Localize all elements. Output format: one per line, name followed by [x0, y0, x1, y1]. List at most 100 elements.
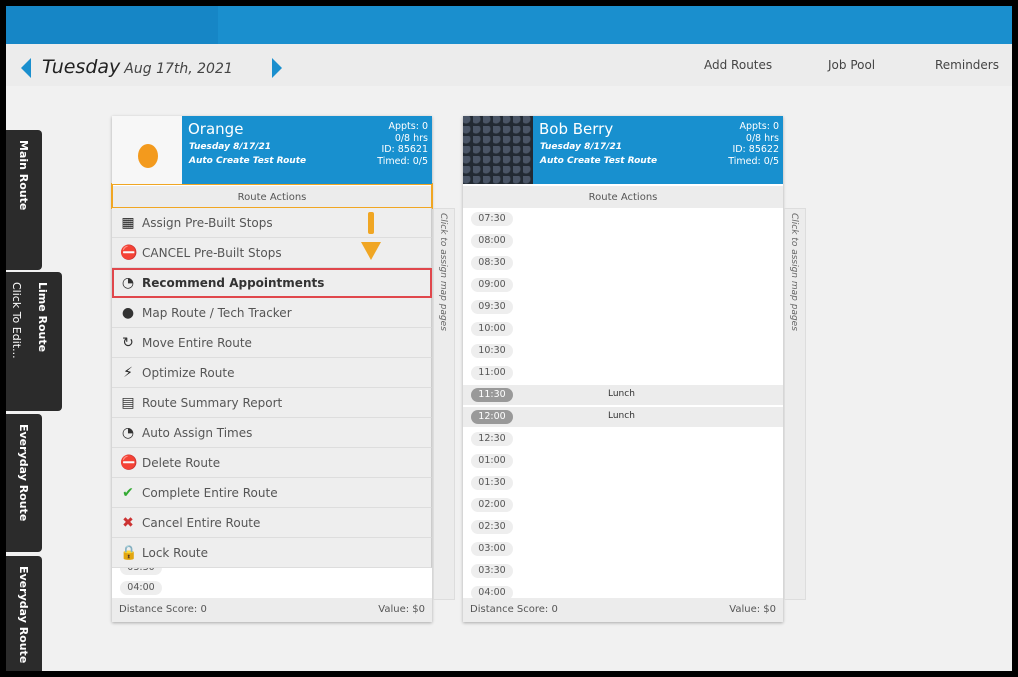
- menu-item-label: Complete Entire Route: [142, 486, 278, 500]
- tab-label: Main Route: [17, 140, 30, 211]
- menu-item-complete-entire-route[interactable]: ✔ Complete Entire Route: [112, 478, 432, 508]
- time-slot[interactable]: 12:00 Lunch: [463, 407, 783, 427]
- route-header[interactable]: Orange Tuesday 8/17/21 Auto Create Test …: [112, 116, 432, 184]
- tab-lime-route[interactable]: Lime Route Click To Edit...: [6, 272, 62, 411]
- x-icon: ✖: [122, 515, 134, 531]
- menu-item-label: Delete Route: [142, 456, 221, 470]
- previous-day-arrow-icon[interactable]: [21, 58, 31, 78]
- day-label: Tuesday: [42, 56, 121, 78]
- time-pill: 09:00: [471, 278, 513, 292]
- menu-item-label: CANCEL Pre-Built Stops: [142, 246, 282, 260]
- menu-item-label: Route Summary Report: [142, 396, 283, 410]
- menu-item-lock-route[interactable]: 🔒 Lock Route: [112, 538, 432, 568]
- blueberries-image: [463, 116, 533, 184]
- route-actions-menu: ▦ Assign Pre-Built Stops ⛔ CANCEL Pre-Built…: [112, 208, 432, 568]
- tab-main-route[interactable]: Main Route: [6, 130, 42, 270]
- time-pill: 04:00: [471, 586, 513, 600]
- route-date: Tuesday 8/17/21: [189, 142, 271, 152]
- time-pill: 08:30: [471, 256, 513, 270]
- menu-item-optimize-route[interactable]: ⚡ Optimize Route: [112, 358, 432, 388]
- tab-everyday-route[interactable]: Everyday Route: [6, 414, 42, 552]
- tab-everyday-route-2[interactable]: Everyday Route: [6, 556, 42, 671]
- assign-map-pages-strip[interactable]: Click to assign map pages: [784, 208, 806, 600]
- time-slot[interactable]: 04:00: [463, 583, 783, 603]
- lunch-label: Lunch: [608, 389, 635, 399]
- no-entry-icon: ⛔: [120, 455, 138, 471]
- lock-icon: 🔒: [120, 545, 138, 561]
- menu-item-route-summary-report[interactable]: ▤ Route Summary Report: [112, 388, 432, 418]
- route-description: Auto Create Test Route: [189, 156, 307, 166]
- time-pill: 03:30: [471, 564, 513, 578]
- menu-item-label: Optimize Route: [142, 366, 235, 380]
- date-label: Aug 17th, 2021: [124, 61, 233, 77]
- time-pill: 09:30: [471, 300, 513, 314]
- time-pill: 12:00: [471, 410, 513, 424]
- route-actions-button[interactable]: Route Actions: [463, 184, 783, 208]
- time-slot[interactable]: 03:00: [463, 539, 783, 559]
- time-slot[interactable]: 02:30: [463, 517, 783, 537]
- route-description: Auto Create Test Route: [540, 156, 658, 166]
- time-pill: 11:00: [471, 366, 513, 380]
- route-actions-button[interactable]: Route Actions: [111, 183, 433, 209]
- menu-item-move-entire-route[interactable]: ↻ Move Entire Route: [112, 328, 432, 358]
- time-slot[interactable]: 10:00: [463, 319, 783, 339]
- job-pool-link[interactable]: Job Pool: [828, 58, 876, 72]
- time-slot[interactable]: 01:00: [463, 451, 783, 471]
- time-slot[interactable]: 11:30 Lunch: [463, 385, 783, 405]
- menu-item-label: Lock Route: [142, 546, 209, 560]
- time-slot[interactable]: 01:30: [463, 473, 783, 493]
- menu-item-map-route-tech-tracker[interactable]: ● Map Route / Tech Tracker: [112, 298, 432, 328]
- time-pill: 08:00: [471, 234, 513, 248]
- time-slot[interactable]: 09:00: [463, 275, 783, 295]
- time-slot[interactable]: 09:30: [463, 297, 783, 317]
- menu-item-label: Recommend Appointments: [142, 276, 325, 290]
- tab-label: Everyday Route: [17, 566, 30, 664]
- calendar-icon: ▦: [121, 215, 135, 231]
- time-pill: 07:30: [471, 212, 513, 226]
- add-routes-link[interactable]: Add Routes: [704, 58, 773, 72]
- route-stats: Appts: 0 0/8 hrs ID: 85622 Timed: 0/5: [728, 121, 779, 167]
- time-slot[interactable]: 08:30: [463, 253, 783, 273]
- app-window: Tuesday Aug 17th, 2021 Add Routes Job Poo…: [6, 6, 1012, 671]
- route-header[interactable]: Bob Berry Tuesday 8/17/21 Auto Create Te…: [463, 116, 783, 184]
- time-slot[interactable]: 03:30: [463, 561, 783, 581]
- time-slot[interactable]: 11:00: [463, 363, 783, 383]
- tab-label: Everyday Route: [17, 424, 30, 522]
- menu-item-cancel-entire-route[interactable]: ✖ Cancel Entire Route: [112, 508, 432, 538]
- click-to-edit-link[interactable]: Click To Edit...: [10, 282, 23, 359]
- time-slot[interactable]: 02:00: [463, 495, 783, 515]
- menu-item-label: Map Route / Tech Tracker: [142, 306, 292, 320]
- menu-item-assign-pre-built-stops[interactable]: ▦ Assign Pre-Built Stops: [112, 208, 432, 238]
- menu-item-label: Auto Assign Times: [142, 426, 253, 440]
- assign-map-pages-strip[interactable]: Click to assign map pages: [433, 208, 455, 600]
- clipboard-icon: ▤: [121, 395, 135, 411]
- reminders-link[interactable]: Reminders: [935, 58, 999, 72]
- menu-item-delete-route[interactable]: ⛔ Delete Route: [112, 448, 432, 478]
- time-slot[interactable]: 12:30: [463, 429, 783, 449]
- time-slot[interactable]: 07:30: [463, 209, 783, 229]
- route-footer: Distance Score: 0 Value: $0: [112, 598, 432, 622]
- route-name: Orange: [188, 120, 244, 138]
- clock-refresh-icon: ◔: [121, 275, 135, 291]
- menu-item-cancel-pre-built-stops[interactable]: ⛔ CANCEL Pre-Built Stops: [112, 238, 432, 268]
- top-bar: [6, 6, 1012, 44]
- refresh-icon: ↻: [122, 335, 134, 351]
- time-pill: 02:00: [471, 498, 513, 512]
- time-slot[interactable]: 04:00: [112, 578, 432, 598]
- time-pill: 03:00: [471, 542, 513, 556]
- menu-item-auto-assign-times[interactable]: ◔ Auto Assign Times: [112, 418, 432, 448]
- time-slot[interactable]: 10:30: [463, 341, 783, 361]
- orange-image: [112, 116, 182, 184]
- date-bar: Tuesday Aug 17th, 2021 Add Routes Job Poo…: [6, 44, 1012, 86]
- time-pill: 01:00: [471, 454, 513, 468]
- menu-item-recommend-appointments[interactable]: ◔ Recommend Appointments: [112, 268, 432, 298]
- time-slot[interactable]: 08:00: [463, 231, 783, 251]
- next-day-arrow-icon[interactable]: [272, 58, 282, 78]
- globe-icon: ●: [121, 305, 135, 321]
- menu-item-label: Assign Pre-Built Stops: [142, 216, 273, 230]
- route-stats: Appts: 0 0/8 hrs ID: 85621 Timed: 0/5: [377, 121, 428, 167]
- menu-item-label: Move Entire Route: [142, 336, 252, 350]
- tab-label: Lime Route: [36, 282, 49, 353]
- time-pill: 11:30: [471, 388, 513, 402]
- no-entry-icon: ⛔: [120, 245, 138, 261]
